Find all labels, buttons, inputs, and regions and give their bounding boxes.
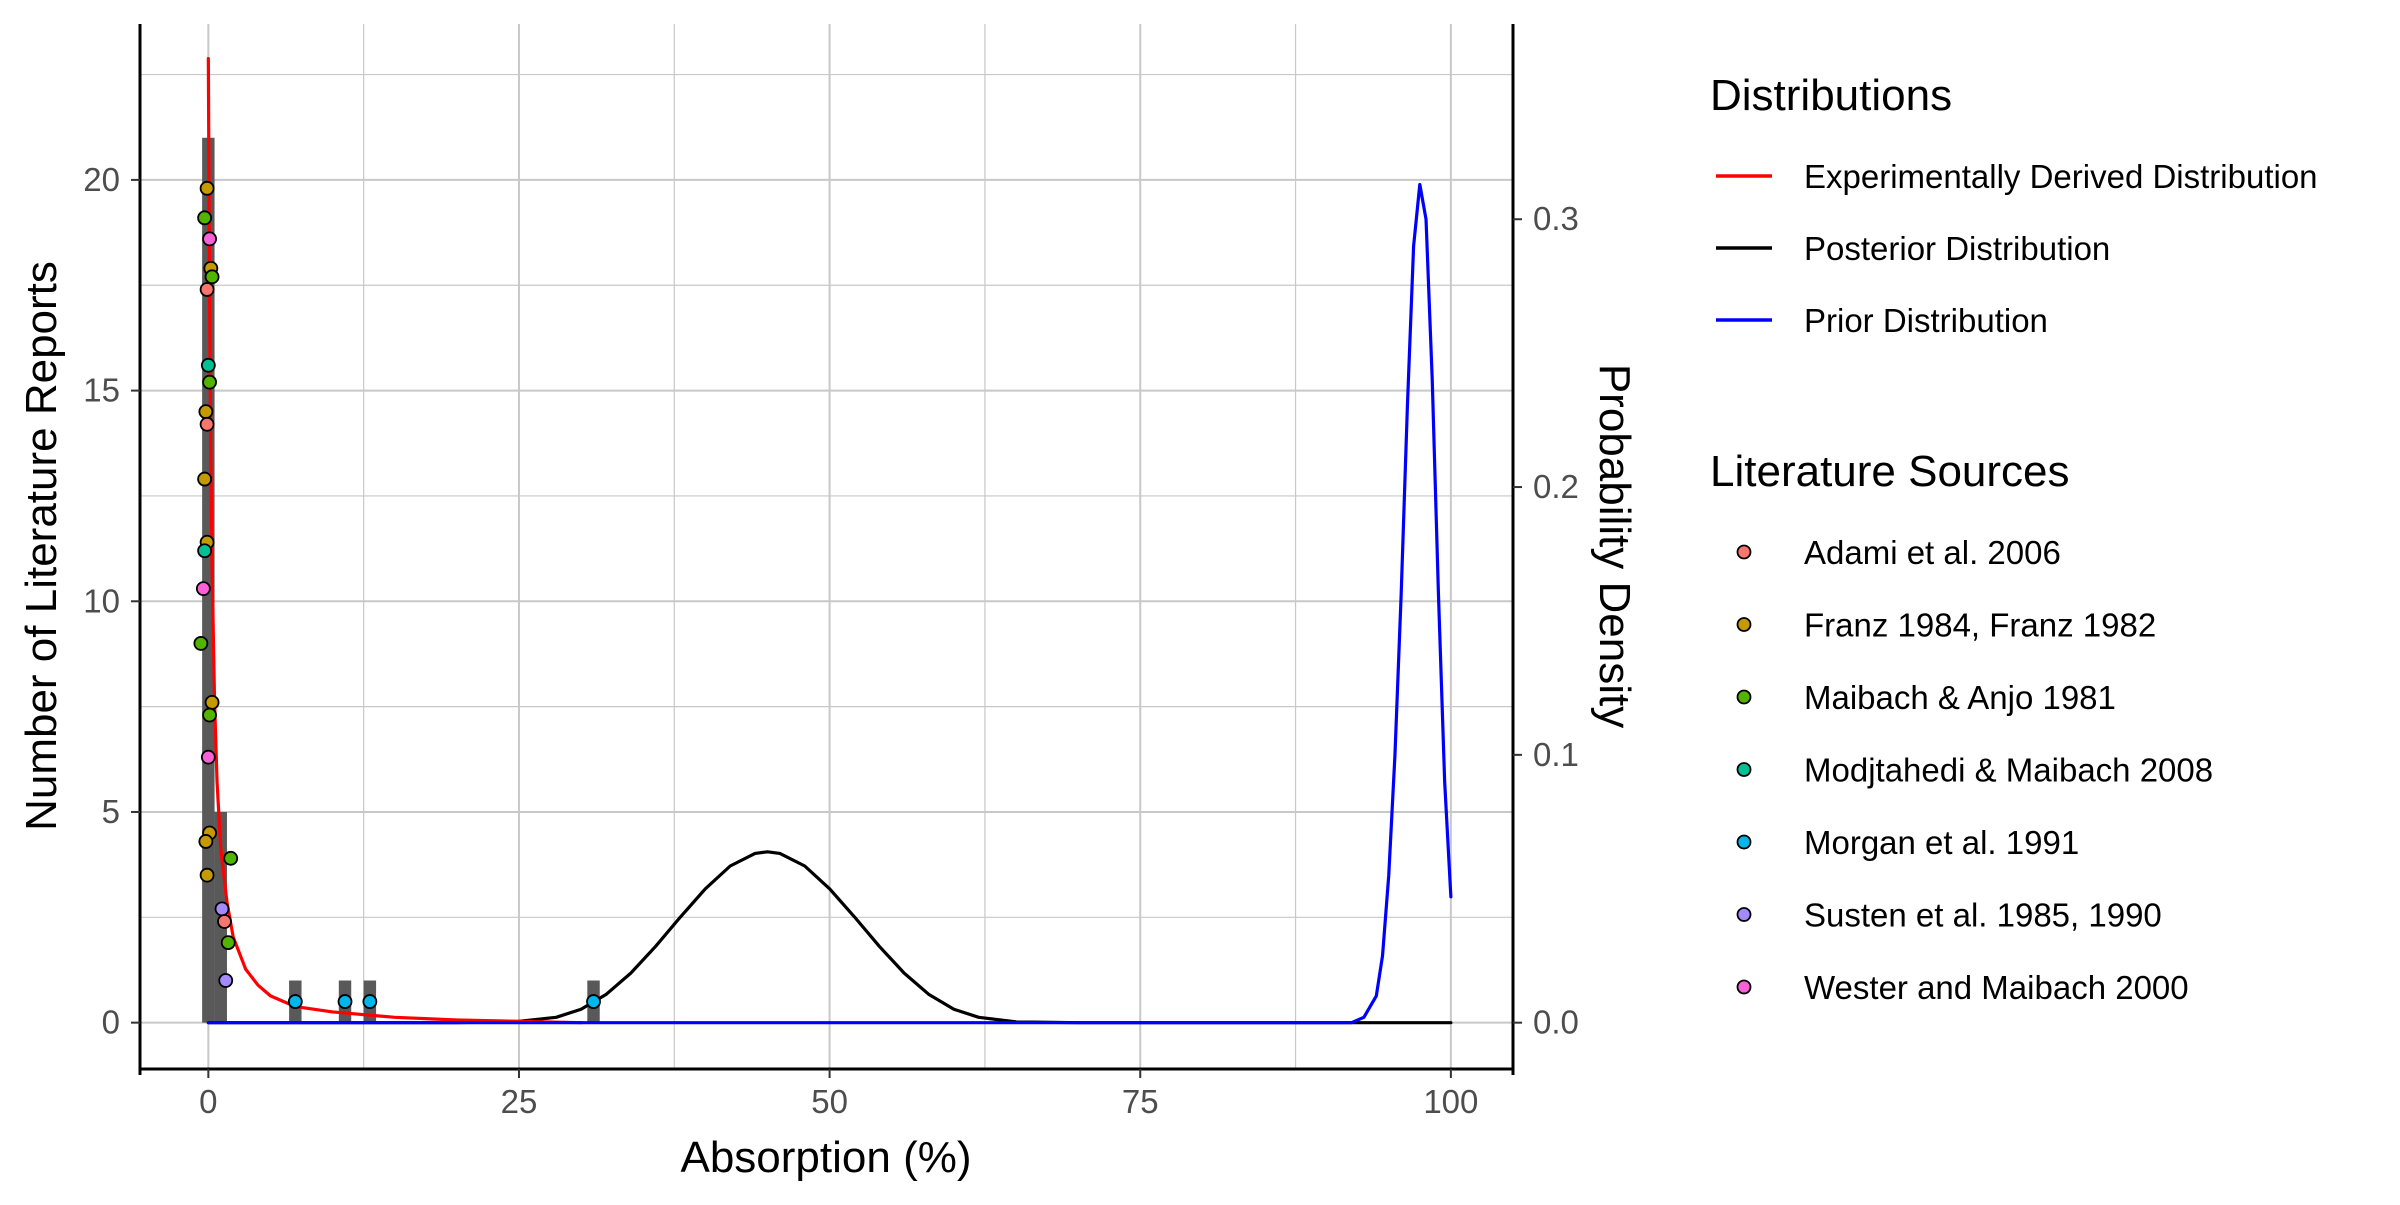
data-point [199, 282, 215, 297]
literature-points [193, 180, 601, 1009]
legend-distributions-title: Distributions [1710, 71, 1952, 120]
y2-tick-label: 0.0 [1533, 1004, 1579, 1041]
legend-source-label: Susten et al. 1985, 1990 [1804, 897, 2162, 934]
y-tick-label: 20 [83, 161, 120, 198]
series-line-experimentally-derived-distribution [206, 56, 583, 1025]
y2-tick-label: 0.1 [1533, 736, 1579, 773]
y-tick-label: 10 [83, 582, 120, 619]
legend-distributions-items: Experimentally Derived Distribution Poste… [1716, 158, 2318, 339]
data-point [218, 973, 234, 988]
y2-tick-label: 0.2 [1533, 468, 1579, 505]
data-point [193, 636, 209, 651]
x-tick-label: 75 [1122, 1083, 1159, 1120]
data-point [204, 269, 220, 285]
series-line-posterior-distribution [206, 850, 1453, 1025]
grid-layer [140, 24, 1513, 1069]
legend-source-label: Morgan et al. 1991 [1804, 824, 2079, 861]
x-tick-label: 50 [811, 1083, 848, 1120]
legend-source-label: Adami et al. 2006 [1804, 534, 2061, 571]
data-point [214, 901, 230, 917]
data-point [223, 850, 239, 866]
data-point [287, 994, 303, 1009]
x-axis-title: Absorption (%) [680, 1133, 971, 1182]
y2-axis-title: Probability Density [1590, 364, 1639, 728]
legend-source-label: Wester and Maibach 2000 [1804, 969, 2189, 1006]
legend-source-label: Franz 1984, Franz 1982 [1804, 607, 2156, 644]
data-point [197, 471, 213, 487]
data-point [200, 749, 216, 765]
data-point [197, 210, 213, 226]
data-point [199, 416, 215, 432]
legend-distributions: Distributions Experimentally Derived Dis… [1710, 71, 2318, 339]
data-point [195, 581, 211, 597]
y-tick-label: 15 [83, 372, 120, 409]
data-point [200, 357, 216, 373]
histogram-bars [202, 137, 600, 1023]
legend-source-label: Maibach & Anjo 1981 [1804, 679, 2116, 716]
legend-point-key [1736, 834, 1752, 850]
series-line-prior-distribution [206, 182, 1453, 1025]
y-tick-label: 0 [102, 1004, 120, 1041]
legend-sources-items: Adami et al. 2006 Franz 1984, Franz 1982 M… [1736, 534, 2213, 1006]
legend-distribution-label: Experimentally Derived Distribution [1804, 158, 2318, 195]
data-point [202, 374, 217, 390]
y2-tick-label: 0.3 [1533, 200, 1579, 237]
data-point [337, 994, 353, 1009]
data-point [362, 994, 378, 1009]
x-tick-label: 0 [199, 1083, 217, 1120]
data-point [220, 935, 236, 950]
legend-source-label: Modjtahedi & Maibach 2008 [1804, 752, 2213, 789]
y-tick-label: 5 [102, 793, 120, 830]
legend-distribution-label: Posterior Distribution [1804, 230, 2110, 267]
legend-point-key [1736, 907, 1752, 922]
data-point [198, 834, 214, 849]
legend-point-key [1736, 544, 1752, 560]
data-point [202, 707, 217, 723]
data-point [198, 404, 214, 420]
x-tick-label: 25 [501, 1083, 538, 1120]
data-point [197, 543, 213, 559]
legend-point-key [1736, 979, 1752, 995]
data-point [217, 914, 232, 929]
legend-point-key [1736, 689, 1752, 705]
data-point [204, 695, 220, 710]
legend-sources-title: Literature Sources [1710, 447, 2070, 496]
legend-point-key [1736, 617, 1752, 632]
data-point [202, 231, 217, 247]
y-axis-title: Number of Literature Reports [17, 261, 66, 831]
legend-distribution-label: Prior Distribution [1804, 302, 2048, 339]
data-point [199, 180, 215, 196]
data-point [586, 994, 601, 1009]
axes-layer [138, 24, 1515, 1075]
legend-point-key [1736, 762, 1752, 777]
legend-sources: Literature Sources Adami et al. 2006 Fran… [1710, 447, 2213, 1006]
x-tick-label: 100 [1423, 1083, 1478, 1120]
data-point [199, 867, 215, 883]
tick-labels: 0 25 50 75 100 0 5 10 15 20 0.0 0.1 0.2 0.3 [83, 161, 1579, 1120]
